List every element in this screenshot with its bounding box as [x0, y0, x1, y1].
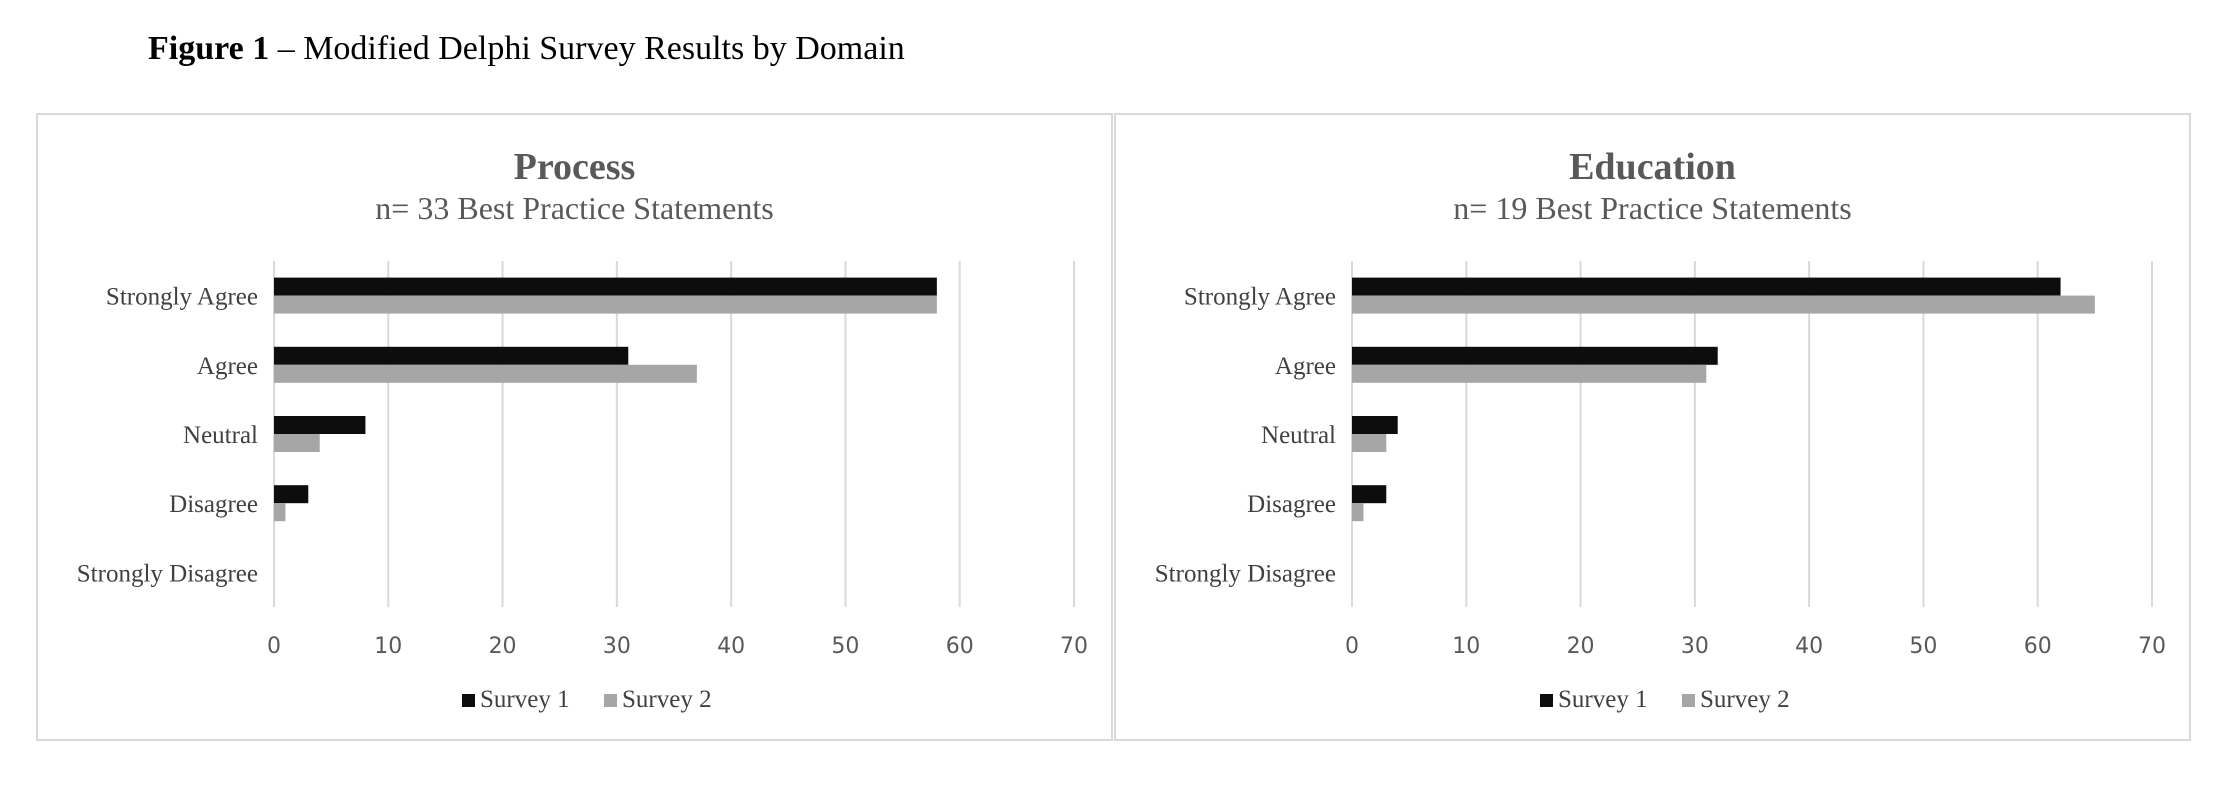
- chart-panel-education: Education n= 19 Best Practice Statements…: [1114, 113, 2191, 741]
- figure-caption-text: – Modified Delphi Survey Results by Doma…: [269, 30, 905, 67]
- bar-survey-2: [1352, 364, 1707, 383]
- chart-subtitle: n= 33 Best Practice Statements: [375, 190, 773, 226]
- bar-survey-2: [1352, 295, 2095, 314]
- figure-caption: Figure 1 – Modified Delphi Survey Result…: [148, 30, 905, 68]
- x-tick-label: 10: [1452, 634, 1480, 659]
- legend-swatch: [1682, 694, 1695, 707]
- figure-label: Figure 1: [148, 30, 270, 67]
- bar-survey-1: [274, 346, 629, 365]
- bar-survey-1: [1352, 346, 1718, 365]
- x-tick-label: 40: [1795, 634, 1823, 659]
- bar-survey-2: [1352, 503, 1364, 522]
- y-category-label: Strongly Disagree: [77, 560, 258, 587]
- legend-swatch: [604, 694, 617, 707]
- bar-survey-2: [1352, 434, 1387, 452]
- chart-title: Process: [514, 146, 636, 188]
- x-tick-label: 60: [2024, 634, 2052, 659]
- x-tick-label: 30: [603, 634, 631, 659]
- bar-survey-1: [274, 277, 937, 296]
- y-category-label: Neutral: [1261, 422, 1336, 449]
- x-tick-label: 0: [1345, 634, 1359, 659]
- y-category-label: Disagree: [169, 491, 258, 518]
- bar-survey-2: [274, 503, 286, 522]
- x-tick-label: 30: [1681, 634, 1709, 659]
- x-tick-label: 70: [2138, 634, 2166, 659]
- bar-survey-1: [1352, 277, 2061, 296]
- bar-survey-1: [1352, 416, 1398, 434]
- legend-swatch: [462, 694, 475, 707]
- bar-survey-1: [1352, 485, 1387, 504]
- bar-survey-2: [274, 295, 937, 314]
- y-category-label: Agree: [197, 353, 258, 380]
- bar-survey-1: [274, 416, 366, 434]
- legend-label: Survey 1: [480, 686, 570, 713]
- x-tick-label: 0: [267, 634, 281, 659]
- legend-swatch: [1540, 694, 1553, 707]
- y-category-label: Disagree: [1247, 491, 1336, 518]
- y-category-label: Strongly Disagree: [1155, 560, 1336, 587]
- y-category-label: Strongly Agree: [1184, 284, 1336, 311]
- bar-survey-1: [274, 485, 309, 504]
- legend-label: Survey 2: [1700, 686, 1790, 713]
- bar-survey-2: [274, 434, 320, 452]
- legend-label: Survey 1: [1558, 686, 1648, 713]
- education-chart: Education n= 19 Best Practice Statements…: [1155, 146, 2166, 713]
- x-tick-label: 60: [946, 634, 974, 659]
- bar-survey-2: [274, 364, 697, 383]
- x-tick-label: 50: [831, 634, 859, 659]
- x-tick-label: 70: [1060, 634, 1088, 659]
- legend-label: Survey 2: [622, 686, 712, 713]
- y-category-label: Neutral: [183, 422, 258, 449]
- y-category-label: Strongly Agree: [106, 284, 258, 311]
- chart-subtitle: n= 19 Best Practice Statements: [1453, 190, 1851, 226]
- chart-panel-process: Process n= 33 Best Practice Statements 0…: [36, 113, 1113, 741]
- x-tick-label: 20: [489, 634, 517, 659]
- x-tick-label: 50: [1909, 634, 1937, 659]
- chart-title: Education: [1569, 146, 1736, 188]
- y-category-label: Agree: [1275, 353, 1336, 380]
- x-tick-label: 20: [1567, 634, 1595, 659]
- x-tick-label: 10: [374, 634, 402, 659]
- x-tick-label: 40: [717, 634, 745, 659]
- process-chart: Process n= 33 Best Practice Statements 0…: [77, 146, 1088, 713]
